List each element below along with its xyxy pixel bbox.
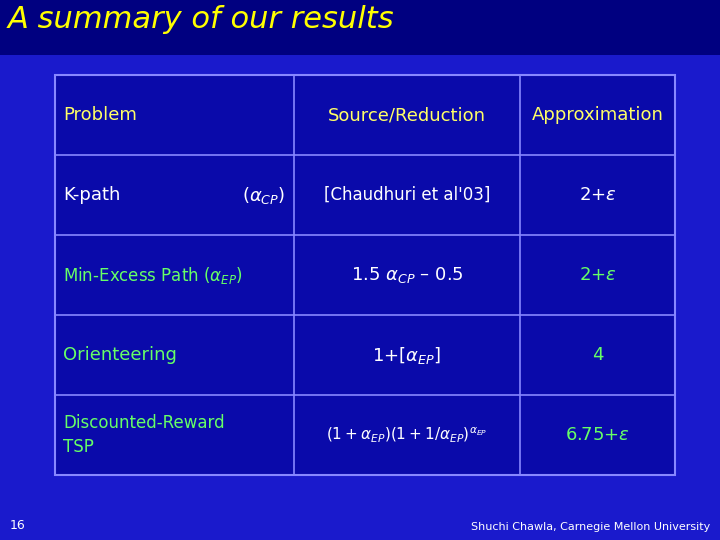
Text: [Chaudhuri et al'03]: [Chaudhuri et al'03]	[324, 186, 490, 204]
Text: Source/Reduction: Source/Reduction	[328, 106, 486, 124]
Text: Shuchi Chawla, Carnegie Mellon University: Shuchi Chawla, Carnegie Mellon Universit…	[471, 522, 710, 532]
Text: Problem: Problem	[63, 106, 137, 124]
Text: 16: 16	[10, 519, 26, 532]
Bar	[0, 0, 720, 55]
Text: ($\alpha_{CP}$): ($\alpha_{CP}$)	[243, 185, 286, 206]
Text: Orienteering: Orienteering	[63, 346, 177, 364]
Text: $(1+\alpha_{EP})(1+1/\alpha_{EP})^{\alpha_{EP}}$: $(1+\alpha_{EP})(1+1/\alpha_{EP})^{\alph…	[326, 426, 487, 444]
Text: 2+$\varepsilon$: 2+$\varepsilon$	[579, 186, 616, 204]
Text: Approximation: Approximation	[531, 106, 663, 124]
Text: 4: 4	[592, 346, 603, 364]
Text: 1.5 $\alpha_{CP}$ – 0.5: 1.5 $\alpha_{CP}$ – 0.5	[351, 265, 463, 285]
Text: 1+[$\alpha_{EP}$]: 1+[$\alpha_{EP}$]	[372, 345, 441, 366]
Text: Min-Excess Path ($\alpha_{EP}$): Min-Excess Path ($\alpha_{EP}$)	[63, 265, 243, 286]
Bar	[55, 75, 675, 475]
Text: 6.75+$\varepsilon$: 6.75+$\varepsilon$	[565, 426, 630, 444]
Text: A summary of our results: A summary of our results	[8, 5, 395, 34]
Text: K-path: K-path	[63, 186, 120, 204]
Text: Discounted-Reward
TSP: Discounted-Reward TSP	[63, 414, 225, 456]
Text: 2+$\varepsilon$: 2+$\varepsilon$	[579, 266, 616, 284]
